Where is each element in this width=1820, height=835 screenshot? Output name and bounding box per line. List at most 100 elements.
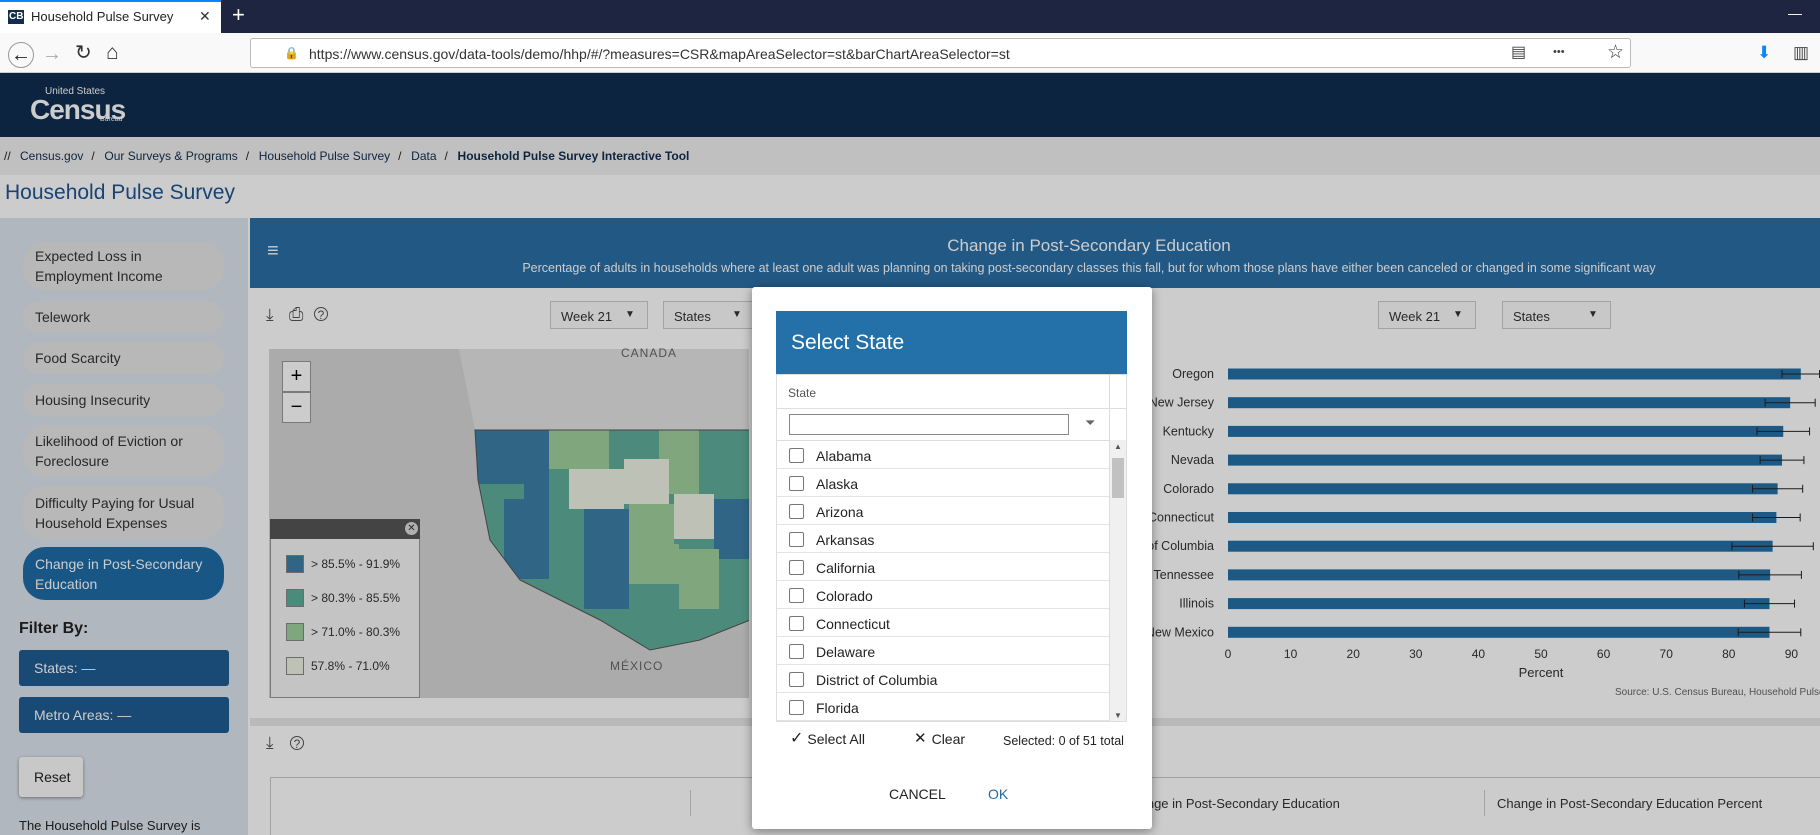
zoom-out[interactable]: − (282, 392, 311, 423)
state-name: Connecticut (816, 616, 890, 632)
breadcrumb: Household Pulse Survey Interactive Tool (457, 149, 690, 163)
state-row[interactable]: Florida (777, 693, 1109, 721)
panel-menu-icon[interactable]: ≡ (267, 240, 279, 262)
breadcrumb-separator: / (398, 149, 402, 163)
download-icon[interactable]: ⤓ (266, 305, 274, 324)
state-name: Colorado (816, 588, 873, 604)
state-checkbox[interactable] (789, 588, 804, 603)
breadcrumb[interactable]: Our Surveys & Programs (104, 149, 238, 163)
map-land (269, 349, 749, 430)
select-arrow: ▼ (1588, 309, 1598, 320)
map-area-select[interactable]: States ▼ (663, 301, 755, 329)
chart-area-select[interactable]: States ▼ (1502, 301, 1611, 329)
tab-close[interactable]: ✕ (199, 8, 211, 24)
map-label: MÉXICO (610, 659, 664, 673)
x-axis-label: Percent (1519, 665, 1564, 680)
x-tick-label: 60 (1597, 647, 1611, 661)
measure-button[interactable]: Food Scarcity (23, 342, 224, 374)
measure-button[interactable]: Telework (23, 301, 224, 333)
chart-week-select[interactable]: Week 21 ▼ (1378, 301, 1476, 329)
active-tab[interactable] (0, 0, 221, 33)
filter-icon[interactable]: ⏷ (1085, 415, 1096, 430)
legend-header (270, 519, 420, 539)
measure-button[interactable]: Difficulty Paying for Usual Household Ex… (23, 486, 224, 539)
bar (1228, 397, 1791, 409)
state-checkbox[interactable] (789, 476, 804, 491)
state-checkbox[interactable] (789, 644, 804, 659)
scroll-up[interactable]: ▲ (1114, 442, 1122, 451)
state-checkbox[interactable] (789, 560, 804, 575)
state-row[interactable]: Delaware (777, 637, 1109, 665)
table-download-icon[interactable]: ⤓ (266, 733, 274, 752)
measure-button[interactable]: Housing Insecurity (23, 384, 224, 416)
grid-column-header[interactable]: State (788, 386, 817, 400)
back-button[interactable]: ← (8, 42, 34, 68)
state-name: California (816, 560, 876, 576)
legend-label: > 85.5% - 91.9% (311, 557, 401, 571)
zoom-in[interactable]: + (282, 361, 311, 392)
reader-icon[interactable]: ▤ (1511, 44, 1527, 61)
state-checkbox[interactable] (789, 616, 804, 631)
map-states (475, 430, 749, 650)
state-search-input[interactable] (789, 414, 1069, 435)
scrollbar-thumb[interactable] (1112, 458, 1124, 498)
clear-label: Clear (931, 730, 966, 747)
table-help-icon[interactable]: ? (290, 736, 304, 751)
x-tick-label: 70 (1660, 647, 1674, 661)
home-button[interactable]: ⌂ (106, 41, 119, 64)
cancel-button[interactable]: CANCEL (889, 786, 946, 802)
scroll-down[interactable]: ▼ (1114, 711, 1122, 720)
state-checkbox[interactable] (789, 700, 804, 715)
state-checkbox[interactable] (789, 504, 804, 519)
measure-button[interactable]: Likelihood of Eviction or Foreclosure (23, 425, 224, 477)
logo-bottom: Bureau (100, 116, 123, 123)
bar (1228, 512, 1777, 523)
x-tick-label: 50 (1534, 647, 1548, 661)
x-tick-label: 10 (1284, 647, 1298, 661)
download-icon[interactable]: ⬇ (1757, 43, 1772, 62)
state-row[interactable]: Alaska (777, 469, 1109, 497)
print-icon[interactable]: ⎙ (289, 304, 304, 324)
measure-button[interactable]: Change in Post-Secondary Education (23, 547, 224, 600)
state-row[interactable]: District of Columbia (777, 665, 1109, 693)
reload-button[interactable]: ↻ (75, 42, 92, 64)
bookmark-icon[interactable]: ☆ (1607, 42, 1625, 63)
state-name: Delaware (816, 644, 876, 660)
selection-count: Selected: 0 of 51 total (1003, 734, 1124, 748)
url-text: https://www.census.gov/data-tools/demo/h… (309, 46, 1010, 62)
state-checkbox[interactable] (789, 448, 804, 463)
reset-button[interactable]: Reset (19, 757, 83, 797)
breadcrumb[interactable]: Census.gov (20, 149, 84, 163)
state-row[interactable]: Connecticut (777, 609, 1109, 637)
select-all-button[interactable]: ✓ Select All (790, 731, 865, 747)
more-icon[interactable]: ••• (1553, 46, 1565, 58)
state-row[interactable]: Colorado (777, 581, 1109, 609)
state-checkbox[interactable] (789, 672, 804, 687)
new-tab[interactable]: + (232, 2, 245, 27)
filter-button[interactable]: Metro Areas: — (19, 697, 229, 733)
measure-label: Telework (35, 309, 91, 325)
state-name: Arkansas (816, 532, 875, 548)
state-row[interactable]: Arkansas (777, 525, 1109, 553)
state-checkbox[interactable] (789, 532, 804, 547)
map-week-select[interactable]: Week 21 ▼ (550, 301, 648, 329)
help-icon[interactable]: ? (314, 307, 328, 322)
url-box[interactable] (250, 38, 1631, 68)
breadcrumb[interactable]: Household Pulse Survey (258, 149, 391, 163)
measure-button[interactable]: Expected Loss in Employment Income (23, 242, 224, 290)
state-row[interactable]: Alabama (777, 441, 1109, 469)
state-row[interactable]: California (777, 553, 1109, 581)
state-row[interactable]: Arizona (777, 497, 1109, 525)
forward-button[interactable]: → (42, 43, 62, 65)
library-icon[interactable]: ▥ (1793, 43, 1810, 62)
legend-close[interactable]: ✕ (405, 522, 418, 535)
scrollbar[interactable] (1110, 440, 1126, 721)
breadcrumb[interactable]: Data (411, 149, 437, 163)
clear-button[interactable]: ✕ Clear (914, 731, 965, 746)
dialog-header (776, 311, 1127, 374)
panel-header (250, 218, 1820, 288)
menu-icon[interactable]: — (1788, 5, 1802, 21)
ok-button[interactable]: OK (988, 786, 1009, 802)
filter-button[interactable]: States: — (19, 650, 229, 686)
